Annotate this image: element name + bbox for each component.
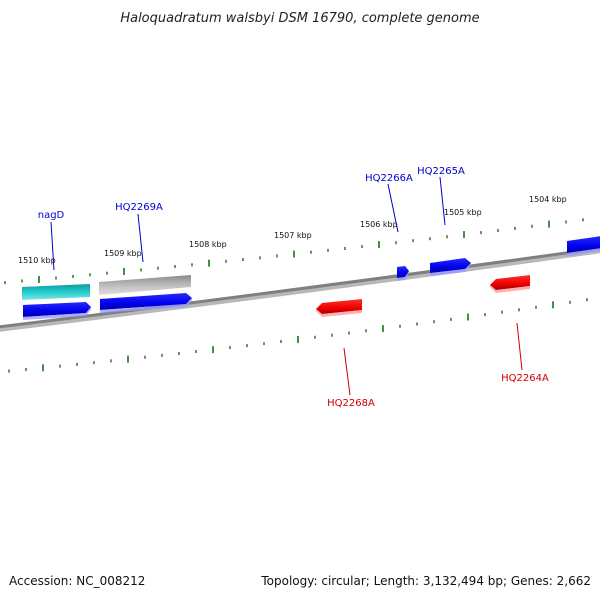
topology-text: Topology: circular; Length: 3,132,494 bp… bbox=[260, 574, 591, 588]
scale-label-1507: 1507 kbp bbox=[274, 231, 312, 240]
gene-HQ2264A-reverse[interactable] bbox=[490, 275, 530, 293]
gene-label-HQ2265A[interactable]: HQ2265A bbox=[417, 166, 465, 177]
scale-label-1505: 1505 kbp bbox=[444, 208, 482, 217]
lower-tick-row bbox=[8, 298, 588, 373]
gene-label-HQ2266A[interactable]: HQ2266A bbox=[365, 173, 413, 184]
gene-HQ2265A-forward[interactable] bbox=[430, 258, 471, 276]
genome-backbone-shadow bbox=[0, 247, 600, 332]
gene-nagD-forward[interactable] bbox=[23, 302, 91, 320]
leader-HQ2269A bbox=[137, 213, 144, 263]
gene-label-HQ2264A[interactable]: HQ2264A bbox=[501, 373, 549, 384]
gene-HQ2269A-forward[interactable] bbox=[100, 293, 192, 313]
scale-label-1510: 1510 kbp bbox=[18, 256, 56, 265]
scale-label-1506: 1506 kbp bbox=[360, 220, 398, 229]
scale-label-1508: 1508 kbp bbox=[189, 240, 227, 249]
upper-tick-row bbox=[4, 218, 584, 285]
leader-HQ2265A bbox=[439, 176, 446, 226]
leader-HQ2268A bbox=[343, 347, 351, 396]
leader-nagD bbox=[50, 221, 55, 271]
accession-text: Accession: NC_008212 bbox=[9, 574, 145, 588]
map-title: Haloquadratum walsbyi DSM 16790, complet… bbox=[120, 11, 479, 26]
gene-label-HQ2269A[interactable]: HQ2269A bbox=[115, 202, 163, 213]
gene-HQ2269A-pseudo[interactable] bbox=[99, 275, 191, 295]
gene-nagD-rna[interactable] bbox=[22, 284, 90, 300]
leader-HQ2266A bbox=[387, 183, 399, 233]
gene-edge-forward[interactable] bbox=[567, 236, 600, 256]
gene-HQ2266A-forward[interactable] bbox=[397, 266, 409, 281]
scale-label-1504: 1504 kbp bbox=[529, 195, 567, 204]
gene-HQ2268A-reverse[interactable] bbox=[316, 299, 362, 317]
leader-HQ2264A bbox=[516, 322, 523, 371]
genome-backbone bbox=[0, 246, 600, 329]
gene-label-nagD[interactable]: nagD bbox=[38, 210, 65, 221]
gene-label-HQ2268A[interactable]: HQ2268A bbox=[327, 398, 375, 409]
scale-label-1509: 1509 kbp bbox=[104, 249, 142, 258]
